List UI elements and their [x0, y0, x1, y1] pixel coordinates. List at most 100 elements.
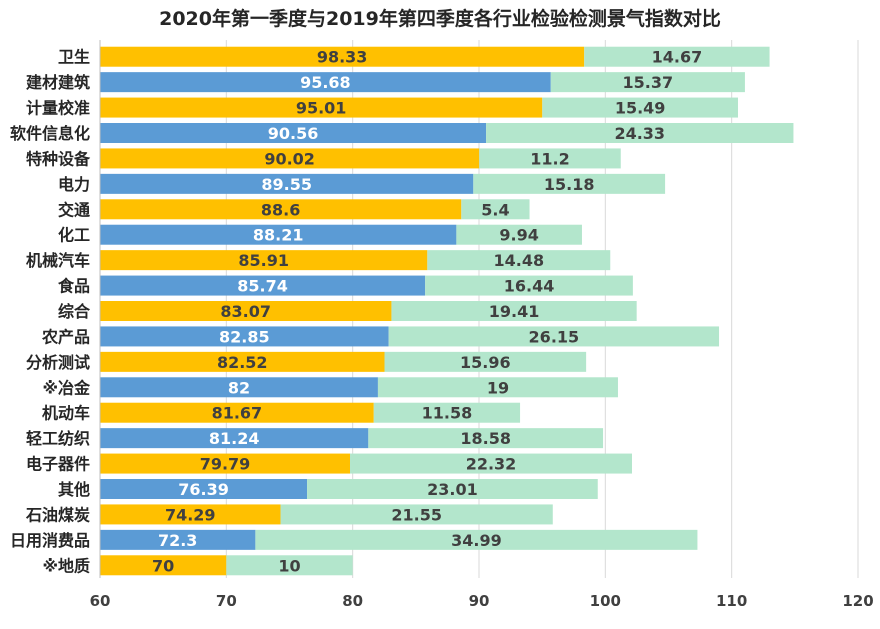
bar-extra — [584, 46, 770, 67]
extra-value-label: 16.44 — [504, 277, 555, 296]
extra-value-label: 24.33 — [614, 124, 665, 143]
bar-extra — [486, 123, 794, 143]
base-value-label: 82 — [228, 378, 250, 397]
base-value-label: 79.79 — [200, 455, 251, 474]
extra-value-label: 26.15 — [529, 327, 580, 346]
extra-value-label: 11.2 — [530, 149, 569, 168]
x-tick-label: 110 — [716, 592, 747, 610]
extra-value-label: 19 — [487, 378, 509, 397]
bar-extra — [255, 529, 698, 550]
bar-extra — [368, 428, 604, 449]
bar-base — [100, 453, 351, 474]
category-label: 综合 — [58, 302, 91, 321]
category-label: 计量校准 — [26, 99, 90, 118]
bar-extra — [384, 351, 587, 372]
extra-value-label: 15.49 — [615, 99, 666, 118]
extra-value-label: 18.58 — [460, 429, 511, 448]
bar-extra — [391, 301, 637, 321]
category-label: 化工 — [58, 226, 90, 245]
x-tick-label: 120 — [842, 592, 873, 610]
base-value-label: 74.29 — [165, 505, 216, 524]
category-label: 电子器件 — [26, 455, 90, 474]
x-tick-label: 60 — [90, 592, 111, 610]
bar-base — [100, 199, 462, 220]
bar-base — [100, 326, 389, 347]
bar-extra — [427, 250, 611, 271]
extra-value-label: 23.01 — [427, 480, 478, 499]
bar-extra — [425, 275, 633, 296]
bar-extra — [280, 504, 553, 525]
bar-base — [100, 479, 308, 499]
category-label: 农产品 — [41, 327, 90, 346]
base-value-label: 90.02 — [264, 149, 315, 168]
base-value-label: 76.39 — [178, 480, 229, 499]
bar-base — [100, 555, 227, 576]
category-label: 建材建筑 — [26, 73, 90, 92]
category-label: 分析测试 — [26, 353, 90, 372]
bar-base — [100, 275, 426, 296]
bar-base — [100, 301, 392, 321]
bar-extra — [456, 224, 582, 245]
base-value-label: 88.6 — [261, 200, 300, 219]
category-label: 机械汽车 — [26, 251, 90, 270]
bar-extra — [388, 326, 720, 347]
base-value-label: 85.91 — [238, 251, 289, 270]
extra-value-label: 11.58 — [422, 404, 473, 423]
bar-extra — [550, 72, 745, 93]
chart-title: 2020年第一季度与2019年第四季度各行业检验检测景气指数对比 — [159, 8, 721, 30]
bar-base — [100, 148, 480, 169]
base-value-label: 89.55 — [261, 175, 312, 194]
extra-value-label: 15.96 — [460, 353, 511, 372]
category-label: ※地质 — [42, 556, 90, 575]
extra-value-label: 14.67 — [652, 48, 703, 67]
base-value-label: 81.24 — [209, 429, 260, 448]
bar-extra — [377, 377, 618, 398]
bar-base — [100, 72, 551, 93]
bar-extra — [373, 402, 521, 423]
extra-value-label: 19.41 — [489, 302, 540, 321]
category-label: 日用消费品 — [10, 531, 90, 550]
bar-base — [100, 173, 474, 194]
extra-value-label: 10 — [278, 556, 300, 575]
category-label: 电力 — [58, 175, 90, 194]
bar-base — [100, 97, 543, 118]
base-value-label: 98.33 — [317, 48, 368, 67]
category-label: 其他 — [58, 480, 90, 499]
base-value-label: 70 — [152, 556, 174, 575]
base-value-label: 95.68 — [300, 73, 351, 92]
category-label: 石油煤炭 — [25, 505, 90, 524]
extra-value-label: 34.99 — [451, 531, 502, 550]
bar-base — [100, 529, 256, 550]
extra-value-label: 21.55 — [391, 505, 442, 524]
bar-extra — [542, 97, 738, 118]
base-value-label: 72.3 — [158, 531, 197, 550]
base-value-label: 81.67 — [212, 404, 263, 423]
extra-value-label: 22.32 — [466, 455, 517, 474]
x-tick-label: 70 — [216, 592, 237, 610]
bar-extra — [350, 453, 632, 474]
x-tick-label: 100 — [590, 592, 621, 610]
extra-value-label: 5.4 — [481, 200, 509, 219]
base-value-label: 90.56 — [268, 124, 319, 143]
bar-extra — [473, 173, 666, 194]
base-value-label: 82.52 — [217, 353, 268, 372]
category-label: ※冶金 — [42, 378, 91, 397]
category-label: 食品 — [57, 277, 90, 296]
extra-value-label: 15.37 — [623, 73, 674, 92]
bar-extra — [307, 479, 598, 499]
base-value-label: 88.21 — [253, 226, 304, 245]
extra-value-label: 9.94 — [499, 226, 538, 245]
x-tick-label: 90 — [469, 592, 490, 610]
bar-base — [100, 504, 281, 525]
category-label: 软件信息化 — [10, 124, 90, 143]
bar-base — [100, 250, 428, 271]
category-label: 交通 — [58, 200, 90, 219]
base-value-label: 85.74 — [237, 277, 288, 296]
category-label: 轻工纺织 — [26, 429, 90, 448]
bar-base — [100, 402, 374, 423]
x-tick-label: 80 — [342, 592, 363, 610]
base-value-label: 82.85 — [219, 327, 270, 346]
category-label: 特种设备 — [26, 149, 91, 168]
